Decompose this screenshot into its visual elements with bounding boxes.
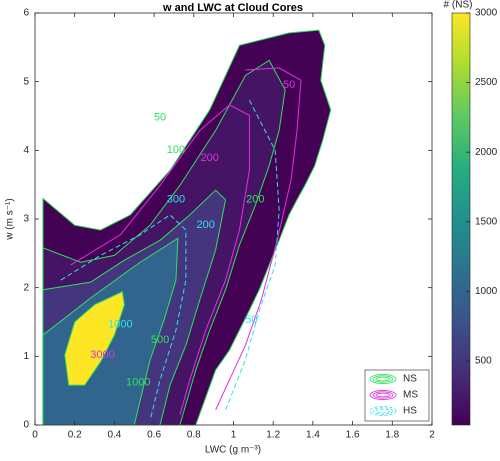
- contour-label: 200: [197, 219, 215, 231]
- legend-icon: [375, 376, 391, 382]
- contour-fill: [64, 291, 125, 386]
- colorbar-tick-label: 3000: [475, 8, 498, 19]
- legend-icon: [369, 374, 397, 384]
- x-tick-label: 0.4: [107, 430, 121, 441]
- contour-line: [225, 99, 280, 411]
- legend-icon: [369, 406, 397, 416]
- legend-label: NS: [403, 374, 417, 385]
- colorbar-tick-label: 2500: [475, 77, 498, 88]
- colorbar-tick-label: 500: [475, 356, 492, 367]
- legend-icon: [372, 407, 394, 415]
- legend-label: MS: [403, 390, 418, 401]
- contour-label: 100: [167, 144, 185, 156]
- y-tick-label: 2: [23, 282, 29, 293]
- x-axis-label: LWC (g m⁻³): [205, 445, 261, 456]
- y-tick-label: 6: [23, 8, 29, 19]
- x-tick-label: 0.6: [147, 430, 161, 441]
- contour-label: 200: [246, 194, 264, 206]
- contour-label: 1000: [108, 319, 132, 331]
- legend-box: [364, 369, 430, 422]
- colorbar-tick-label: 1000: [475, 286, 498, 297]
- x-tick-label: 0.8: [187, 430, 201, 441]
- x-tick-label: 1.6: [346, 430, 360, 441]
- y-tick-label: 4: [23, 145, 29, 156]
- contour-label: 50: [283, 79, 295, 91]
- colorbar: [451, 12, 471, 426]
- legend-icon: [369, 390, 397, 400]
- y-axis-label: w (m s⁻¹): [5, 198, 16, 240]
- legend-icon: [372, 391, 394, 399]
- contour-fills: [35, 13, 432, 425]
- contour-line: [215, 67, 302, 411]
- chart-title: w and LWC at Cloud Cores: [162, 2, 303, 14]
- colorbar-tick-label: 2000: [475, 147, 498, 158]
- contour-label: 300: [167, 194, 185, 206]
- legend-icon: [375, 408, 391, 414]
- contour-label: 50: [154, 111, 166, 123]
- x-tick-label: 1.4: [306, 430, 320, 441]
- x-tick-label: 2: [429, 430, 435, 441]
- y-tick-label: 3: [23, 214, 29, 225]
- legend-label: HS: [403, 406, 417, 417]
- colorbar-tick-label: 1500: [475, 216, 498, 227]
- contour-label: 1000: [126, 376, 150, 388]
- contour-label: 3000: [90, 349, 114, 361]
- overlay: 50 100 200 500 1000 200 3000 50 200 300 1000 50: [34, 12, 433, 426]
- x-tick-label: 1.8: [385, 430, 399, 441]
- x-tick-label: 1.2: [266, 430, 280, 441]
- y-tick-label: 1: [23, 351, 29, 362]
- legend-icon: [375, 392, 391, 398]
- y-tick-label: 5: [23, 76, 29, 87]
- x-tick-label: 0: [32, 430, 38, 441]
- colorbar-label: # (NS): [444, 0, 473, 11]
- x-tick-label: 1: [231, 430, 237, 441]
- contour-line: [70, 104, 250, 415]
- legend-icon: [372, 375, 394, 383]
- contour-label: 200: [201, 152, 219, 164]
- contour-label: 500: [151, 334, 169, 346]
- y-tick-label: 0: [23, 420, 29, 431]
- contour-label: 50: [245, 314, 257, 326]
- x-tick-label: 0.2: [68, 430, 82, 441]
- contour-lines: [60, 67, 302, 421]
